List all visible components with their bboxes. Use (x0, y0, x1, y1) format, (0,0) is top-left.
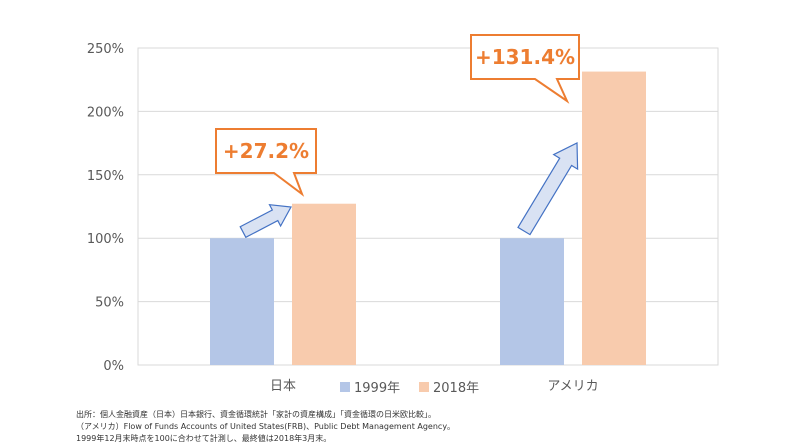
callout-japan-label: +27.2% (223, 139, 309, 163)
source-note-1: 出所：個人金融資産（日本）日本銀行、資金循環統計「家計の資産構成」「資金循環の日… (76, 410, 436, 419)
y-tick-label: 150% (87, 169, 124, 184)
legend-label: 1999年 (354, 381, 400, 396)
bar-1999-1 (500, 238, 564, 365)
bar-2018-0 (292, 203, 356, 365)
y-tick-label: 0% (103, 359, 124, 374)
legend-label: 2018年 (433, 381, 479, 396)
y-tick-label: 250% (87, 42, 124, 57)
bars (210, 71, 646, 365)
callout-japan-box (215, 128, 317, 197)
growth-arrows (239, 142, 579, 239)
x-category-label: 日本 (270, 379, 296, 394)
y-axis-ticks: 0% 50% 100% 150% 200% 250% (87, 42, 124, 374)
source-note-3: 1999年12月末時点を100に合わせて計測し、最終値は2018年3月末。 (76, 434, 332, 443)
source-note-2: （アメリカ）Flow of Funds Accounts of United S… (76, 422, 456, 431)
y-tick-label: 200% (87, 105, 124, 120)
bar-1999-0 (210, 238, 274, 365)
callout-usa-box (470, 34, 580, 104)
growth-arrow-usa (517, 142, 579, 236)
legend-swatch-1999 (340, 382, 350, 392)
legend-swatch-2018 (419, 382, 429, 392)
callout-usa-label: +131.4% (475, 45, 575, 69)
y-tick-label: 50% (95, 296, 124, 311)
callouts: +27.2% +131.4% (215, 34, 580, 197)
x-category-label: アメリカ (547, 379, 598, 394)
bar-2018-1 (582, 71, 646, 365)
growth-arrow-japan (239, 203, 292, 239)
y-tick-label: 100% (87, 232, 124, 247)
x-axis-categories: 日本 アメリカ (270, 379, 599, 394)
legend: 1999年 2018年 (340, 381, 479, 396)
